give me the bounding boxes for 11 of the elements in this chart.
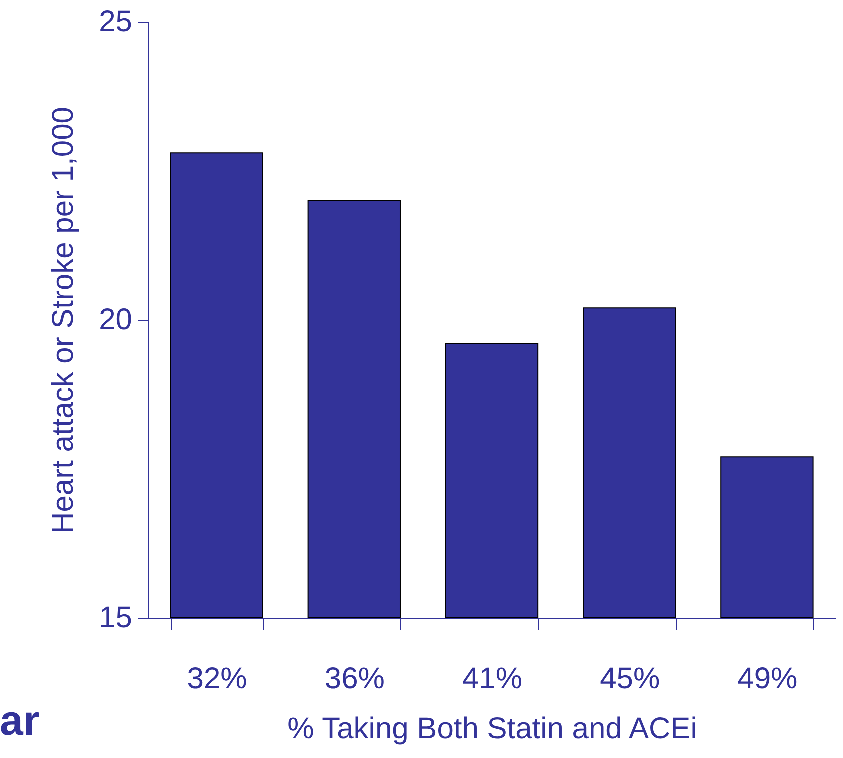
x-tick-label: 32% [187,662,248,696]
y-tick-label: 20 [99,304,132,336]
x-tick-label: 36% [324,662,385,696]
y-tick-label: 25 [99,6,132,38]
x-tick-label: 45% [600,662,660,696]
x-tick-label: 41% [462,662,523,696]
y-axis-title: Heart attack or Stroke per 1,000 [47,107,80,534]
text: ar [0,697,40,744]
x-axis-title: % Taking Both Statin and ACEi [288,712,698,746]
y-tick-label: 15 [99,602,132,634]
x-tick-label: 49% [738,662,798,696]
